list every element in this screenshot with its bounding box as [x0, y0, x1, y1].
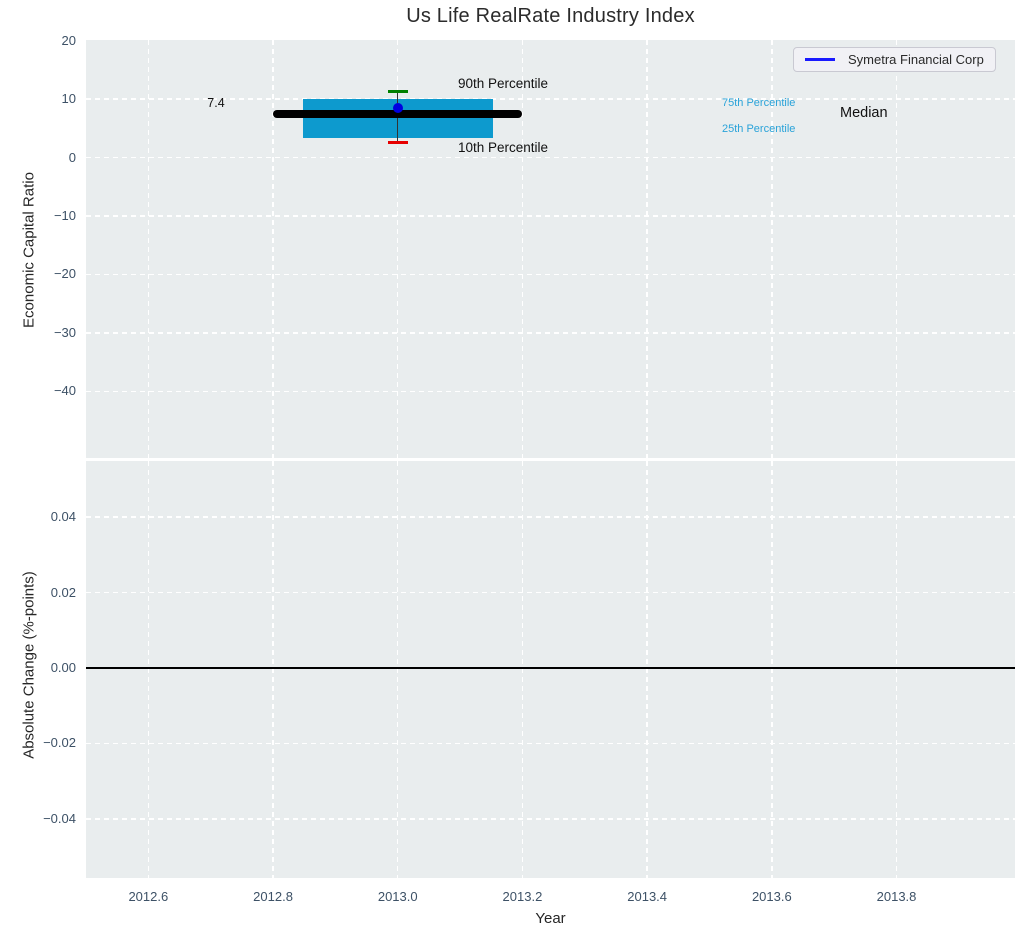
gridlines-top [86, 40, 1015, 458]
median-annotation: Median [840, 105, 888, 121]
x-tick-label: 2012.8 [253, 889, 293, 904]
vertical-gridline [771, 40, 773, 458]
horizontal-gridline [86, 516, 1015, 518]
y-tick-label-top: −20 [53, 266, 76, 282]
y-tick-label-bottom: 0.00 [50, 659, 76, 675]
p90-annotation: 90th Percentile [458, 76, 549, 91]
vertical-gridline [396, 461, 399, 878]
company-marker-dot [392, 102, 403, 113]
top-plot-area: 7.4 90th Percentile 10th Percentile 75th… [86, 40, 1015, 458]
vertical-gridline [396, 40, 399, 458]
horizontal-gridline [86, 273, 1015, 276]
x-tick-label: 2013.4 [627, 889, 668, 904]
x-tick-label: 2013.6 [751, 889, 792, 904]
vertical-gridline [521, 461, 524, 878]
legend-line-swatch [805, 58, 835, 61]
y-axis-label-top: Economic Capital Ratio [20, 172, 38, 328]
horizontal-gridline [86, 818, 1015, 820]
vertical-gridline [646, 461, 648, 878]
y-tick-label-top: −30 [53, 324, 76, 340]
x-tick-label: 2013.0 [377, 889, 418, 904]
x-tick-label: 2012.6 [128, 889, 169, 904]
y-tick-label-top: −40 [53, 383, 76, 399]
chart-title: Us Life RealRate Industry Index [406, 5, 695, 27]
zero-line [86, 667, 1015, 669]
vertical-gridline [147, 461, 150, 878]
y-tick-label-top: 20 [61, 32, 76, 48]
vertical-gridline [272, 461, 274, 878]
y-tick-label-top: −10 [53, 207, 76, 223]
y-tick-label-bottom: 0.04 [50, 509, 76, 525]
y-tick-label-top: 10 [61, 91, 76, 107]
horizontal-gridline [86, 390, 1015, 393]
horizontal-gridline [86, 591, 1015, 594]
gridlines-bottom [86, 461, 1015, 878]
y-tick-label-top: 0 [68, 149, 76, 165]
company-value-label: 7.4 [207, 96, 225, 110]
p75-annotation: 75th Percentile [722, 97, 796, 109]
p10-annotation: 10th Percentile [458, 140, 549, 155]
p90-whisker-cap [387, 89, 408, 93]
median-line [273, 110, 523, 119]
horizontal-gridline [86, 332, 1015, 334]
y-tick-label-bottom: −0.04 [43, 810, 76, 826]
y-tick-label-bottom: −0.02 [43, 735, 76, 751]
vertical-gridline [895, 461, 898, 878]
bottom-plot-area [86, 461, 1015, 878]
p10-whisker-cap [387, 140, 408, 144]
x-tick-label: 2013.8 [876, 889, 917, 904]
horizontal-gridline [86, 156, 1015, 159]
x-axis-label: Year [535, 910, 566, 927]
vertical-gridline [771, 461, 773, 878]
vertical-gridline [521, 40, 524, 458]
legend: Symetra Financial Corp [793, 47, 996, 72]
horizontal-gridline [86, 98, 1015, 100]
p25-annotation: 25th Percentile [722, 123, 796, 135]
x-tick-label: 2013.2 [502, 889, 543, 904]
horizontal-gridline [86, 742, 1015, 745]
vertical-gridline [147, 40, 150, 458]
legend-label: Symetra Financial Corp [848, 52, 984, 67]
horizontal-gridline [86, 215, 1015, 217]
vertical-gridline [895, 40, 898, 458]
vertical-gridline [272, 40, 274, 458]
y-tick-label-bottom: 0.02 [50, 584, 76, 600]
vertical-gridline [646, 40, 648, 458]
